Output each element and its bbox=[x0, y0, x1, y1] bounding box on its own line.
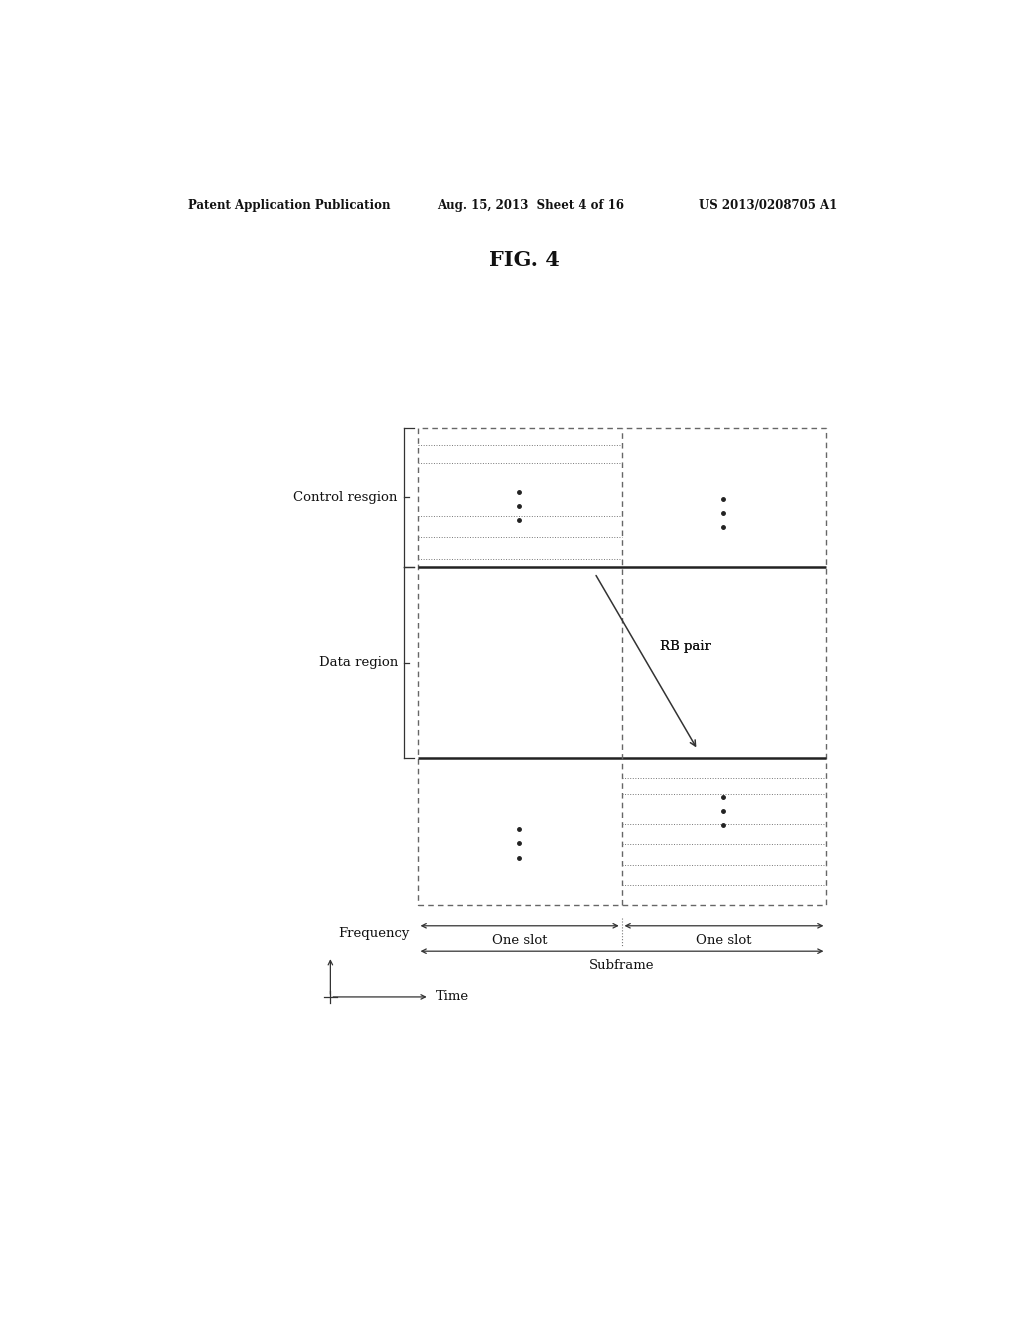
Bar bbox=[418, 428, 826, 906]
Text: RB pair: RB pair bbox=[659, 640, 711, 653]
Text: Data region: Data region bbox=[318, 656, 397, 669]
Text: Control resgion: Control resgion bbox=[294, 491, 397, 504]
Text: FIG. 4: FIG. 4 bbox=[489, 249, 560, 269]
Text: Patent Application Publication: Patent Application Publication bbox=[187, 199, 390, 213]
Text: RB pair: RB pair bbox=[659, 640, 711, 653]
Text: US 2013/0208705 A1: US 2013/0208705 A1 bbox=[699, 199, 838, 213]
Text: Subframe: Subframe bbox=[589, 960, 654, 973]
Text: Aug. 15, 2013  Sheet 4 of 16: Aug. 15, 2013 Sheet 4 of 16 bbox=[437, 199, 625, 213]
Text: One slot: One slot bbox=[696, 935, 752, 946]
Text: Time: Time bbox=[436, 990, 469, 1003]
Text: Frequency: Frequency bbox=[338, 927, 410, 940]
Text: One slot: One slot bbox=[492, 935, 548, 946]
